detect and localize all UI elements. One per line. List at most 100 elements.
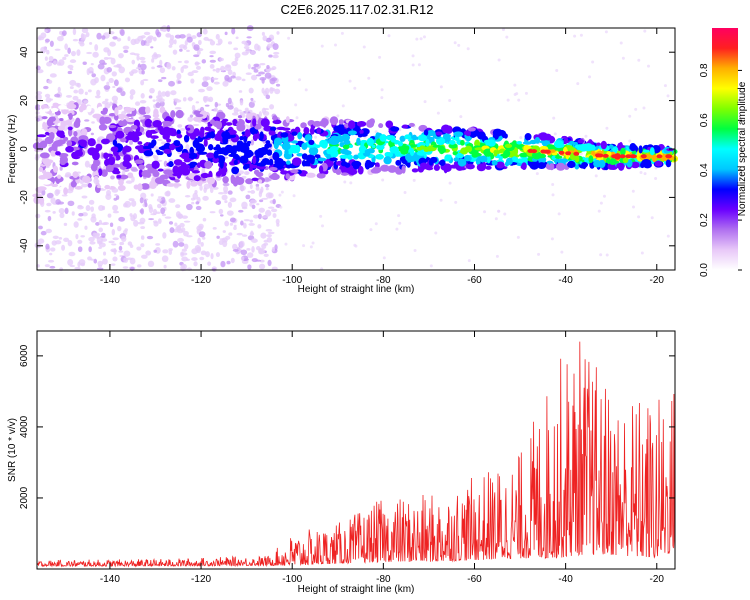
heatmap-cell — [112, 210, 120, 214]
heatmap-cell — [182, 97, 187, 102]
heatmap-cell — [457, 158, 467, 167]
heatmap-cell — [251, 164, 258, 169]
heatmap-cell — [53, 60, 57, 66]
heatmap-cell — [166, 138, 172, 143]
heatmap-cell — [197, 39, 202, 46]
heatmap-cell — [519, 136, 523, 140]
heatmap-cell — [61, 244, 66, 251]
heatmap-cell — [584, 134, 588, 138]
heatmap-cell — [110, 175, 115, 180]
heatmap-cell — [63, 237, 70, 243]
heatmap-cell — [379, 134, 387, 142]
heatmap-cell — [92, 51, 99, 58]
heatmap-cell — [66, 103, 77, 110]
heatmap-cell — [321, 224, 325, 228]
heatmap-cell — [213, 107, 218, 112]
heatmap-cell — [344, 209, 348, 213]
heatmap-cell — [285, 160, 291, 165]
x-tick-label: -140 — [100, 574, 120, 585]
heatmap-cell — [464, 145, 473, 153]
heatmap-cell — [90, 163, 98, 172]
heatmap-cell — [553, 132, 557, 136]
heatmap-cell — [161, 25, 168, 32]
heatmap-cell — [37, 238, 45, 244]
heatmap-cell — [227, 105, 234, 110]
heatmap-cell — [551, 193, 555, 197]
heatmap-cell — [177, 237, 184, 243]
heatmap-cell — [122, 266, 129, 269]
heatmap-cell — [349, 181, 353, 185]
heatmap-cell — [272, 119, 282, 125]
heatmap-cell — [114, 107, 119, 117]
heatmap-cell — [250, 97, 254, 101]
heatmap-cell — [241, 201, 248, 209]
heatmap-cell — [485, 161, 492, 166]
heatmap-cell — [339, 154, 349, 159]
heatmap-cell — [486, 154, 491, 164]
heatmap-cell — [399, 135, 406, 142]
heatmap-cell — [640, 154, 647, 159]
heatmap-cell — [280, 132, 289, 138]
heatmap-cell — [390, 126, 400, 132]
heatmap-cell — [213, 150, 219, 159]
heatmap-cell — [276, 31, 280, 35]
heatmap-cell — [497, 58, 501, 62]
heatmap-cell — [573, 34, 577, 38]
heatmap-cell — [81, 128, 88, 137]
heatmap-cell — [255, 246, 261, 251]
heatmap-cell — [69, 59, 77, 63]
heatmap-cell — [236, 109, 242, 112]
colorbar-tick-label: 0.2 — [699, 213, 710, 227]
heatmap-cell — [129, 244, 134, 249]
heatmap-cell — [181, 215, 188, 219]
heatmap-cell — [55, 151, 61, 156]
heatmap-cell — [150, 193, 154, 197]
heatmap-cell — [591, 60, 595, 64]
heatmap-cell — [579, 152, 583, 156]
heatmap-cell — [127, 172, 134, 179]
heatmap-cell — [426, 130, 437, 137]
heatmap-cell — [118, 216, 126, 222]
heatmap-cell — [57, 125, 65, 131]
heatmap-cell — [200, 250, 207, 256]
heatmap-cell — [44, 93, 51, 98]
heatmap-cell — [180, 227, 186, 233]
heatmap-cell — [531, 149, 538, 154]
heatmap-cell — [200, 241, 204, 247]
heatmap-cell — [138, 116, 146, 120]
heatmap-cell — [272, 43, 279, 51]
heatmap-cell — [164, 216, 172, 219]
heatmap-cell — [59, 118, 64, 122]
heatmap-cell — [173, 39, 177, 45]
heatmap-cell — [110, 57, 116, 65]
heatmap-cell — [630, 154, 637, 159]
heatmap-cell — [247, 264, 252, 270]
heatmap-cell — [513, 147, 519, 156]
heatmap-cell — [195, 101, 200, 104]
heatmap-cell — [91, 73, 97, 78]
heatmap-cell — [77, 218, 83, 221]
heatmap-cell — [239, 99, 244, 106]
heatmap-cell — [311, 241, 315, 245]
heatmap-cell — [346, 154, 353, 160]
heatmap-cell — [244, 107, 249, 112]
heatmap-cell — [343, 180, 347, 184]
heatmap-cell — [139, 217, 146, 224]
heatmap-cell — [247, 190, 251, 193]
heatmap-cell — [90, 206, 94, 212]
heatmap-cell — [63, 222, 68, 227]
heatmap-cell — [225, 64, 231, 68]
spectrogram-heatmap — [32, 25, 679, 272]
heatmap-cell — [189, 114, 194, 118]
heatmap-cell — [89, 41, 93, 45]
heatmap-cell — [51, 183, 59, 188]
heatmap-cell — [576, 146, 584, 151]
heatmap-cell — [301, 160, 307, 167]
heatmap-cell — [240, 220, 244, 226]
colorbar-ticks: 0.0 0.2 0.4 0.6 0.8 — [699, 63, 742, 277]
heatmap-cell — [74, 149, 84, 157]
heatmap-cell — [221, 194, 228, 201]
heatmap-cell — [629, 142, 637, 152]
heatmap-cell — [231, 166, 240, 175]
heatmap-cell — [99, 59, 106, 65]
